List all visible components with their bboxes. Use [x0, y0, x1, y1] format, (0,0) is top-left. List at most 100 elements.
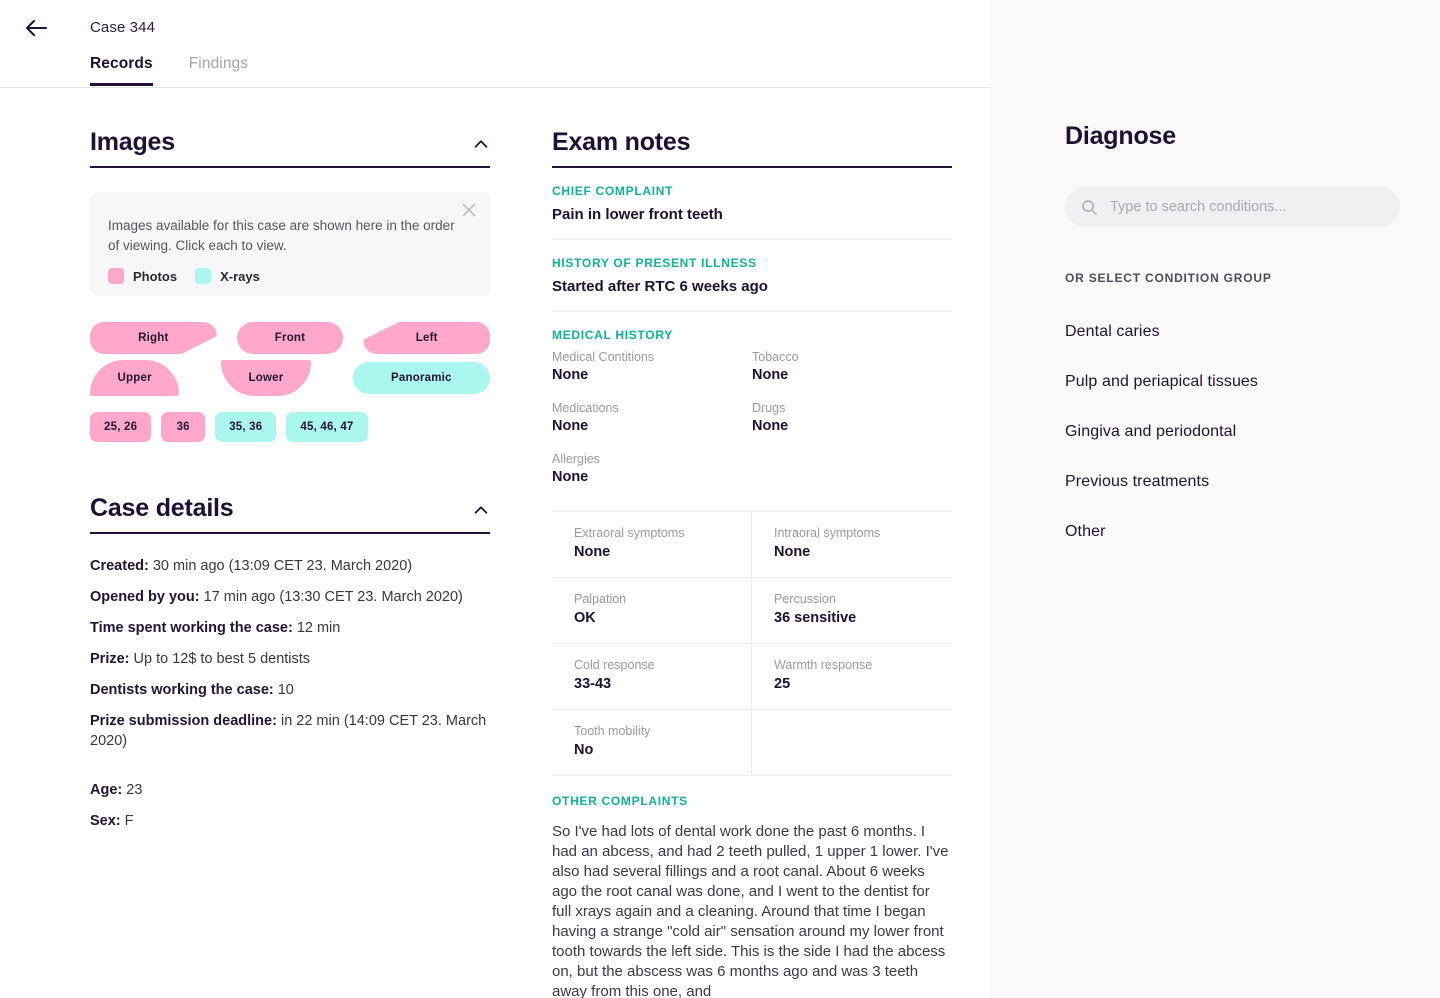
- exam-value: No: [574, 742, 594, 758]
- image-chip-panoramic[interactable]: Panoramic: [352, 362, 491, 394]
- image-chip-teeth-35-36[interactable]: 35, 36: [215, 412, 277, 442]
- exam-value: None: [574, 544, 611, 560]
- exam-value: [774, 728, 952, 745]
- exam-value: OK: [574, 610, 596, 626]
- medical-history-block: Medical history Medical Contitions None …: [552, 312, 952, 511]
- image-chip-row-arches: Upper Lower Panoramic: [90, 360, 491, 396]
- image-chip-teeth-36[interactable]: 36: [161, 412, 206, 442]
- table-row: Extraoral symptoms None Intraoral sympto…: [552, 512, 952, 578]
- photos-swatch-icon: [108, 268, 124, 284]
- main-content: Case 344 Records Findings Images: [0, 14, 990, 998]
- condition-group-dental-caries[interactable]: Dental caries: [1065, 323, 1160, 340]
- exam-notes-column: Exam notes Chief complaint Pain in lower…: [552, 88, 952, 998]
- images-legend: Photos X-rays: [108, 268, 468, 284]
- legend-item-photos: Photos: [108, 268, 177, 284]
- exam-cell: Warmth response 25: [752, 644, 952, 709]
- exam-value: 25: [774, 676, 791, 692]
- images-section-header[interactable]: Images: [90, 128, 490, 168]
- tab-records[interactable]: Records: [90, 55, 153, 86]
- medical-history-item: Allergies None: [552, 452, 752, 495]
- medical-history-grid: Medical Contitions None Tobacco None Med…: [552, 350, 952, 495]
- case-details-section: Case details Created: 30 min ago (13:09 …: [90, 494, 490, 831]
- other-complaints-label: Other complaints: [552, 794, 688, 808]
- search-icon: [1082, 199, 1097, 215]
- exam-key: Percussion: [774, 592, 836, 606]
- detail-key: Sex:: [90, 813, 121, 829]
- condition-group-other[interactable]: Other: [1065, 523, 1106, 540]
- detail-row: Time spent working the case: 12 min: [90, 618, 490, 638]
- history-present-illness-value: Started after RTC 6 weeks ago: [552, 278, 768, 295]
- exam-cell: Extraoral symptoms None: [552, 512, 752, 577]
- detail-key: Dentists working the case:: [90, 682, 274, 698]
- legend-label-photos: Photos: [133, 268, 178, 284]
- detail-row: Opened by you: 17 min ago (13:30 CET 23.…: [90, 587, 490, 607]
- condition-group-previous-treatments[interactable]: Previous treatments: [1065, 473, 1210, 490]
- detail-key: Prize submission deadline:: [90, 713, 277, 729]
- condition-group-label: Or select condition group: [1065, 271, 1272, 285]
- detail-row: Dentists working the case: 10: [90, 680, 490, 700]
- condition-search-box[interactable]: [1065, 187, 1400, 227]
- exam-notes-section: Exam notes Chief complaint Pain in lower…: [552, 128, 952, 998]
- mh-key: Medications: [552, 401, 619, 415]
- tab-bar: Records Findings: [90, 55, 248, 86]
- exam-cell: Percussion 36 sensitive: [752, 578, 952, 643]
- case-details-header[interactable]: Case details: [90, 494, 490, 534]
- chevron-up-icon[interactable]: [472, 501, 490, 519]
- detail-key: Opened by you:: [90, 589, 200, 605]
- detail-row-sex: Sex: F: [90, 811, 490, 831]
- exam-cell: Tooth mobility No: [552, 710, 752, 775]
- image-chip-teeth-25-26[interactable]: 25, 26: [90, 412, 152, 442]
- image-chip-row-views: Right Front Left: [90, 322, 490, 354]
- close-icon[interactable]: [460, 201, 478, 219]
- mh-value: None: [552, 418, 589, 434]
- medical-history-item: Tobacco None: [752, 350, 952, 393]
- legend-label-xrays: X-rays: [220, 268, 260, 284]
- image-chip-teeth-45-46-47[interactable]: 45, 46, 47: [286, 412, 368, 442]
- chief-complaint-value: Pain in lower front teeth: [552, 206, 723, 223]
- detail-row: Prize: Up to 12$ to best 5 dentists: [90, 649, 490, 669]
- detail-key: Time spent working the case:: [90, 620, 293, 636]
- legend-item-xrays: X-rays: [195, 268, 260, 284]
- detail-key: Prize:: [90, 651, 130, 667]
- detail-row-age: Age: 23: [90, 780, 490, 800]
- mh-key: Tobacco: [752, 350, 799, 364]
- other-complaints-text: So I've had lots of dental work done the…: [552, 823, 949, 998]
- condition-group-list: Dental caries Pulp and periapical tissue…: [1065, 307, 1400, 557]
- detail-value: 12 min: [292, 620, 341, 636]
- exam-key: Palpation: [574, 592, 627, 606]
- diagnose-title: Diagnose: [1065, 122, 1176, 150]
- images-section: Images Images available for this case ar…: [90, 128, 491, 442]
- image-chip-right[interactable]: Right: [90, 322, 217, 354]
- mh-value: None: [752, 418, 789, 434]
- condition-group-gingiva-periodontal[interactable]: Gingiva and periodontal: [1065, 423, 1237, 440]
- medical-history-item: Medical Contitions None: [552, 350, 752, 393]
- search-input[interactable]: [1110, 199, 1384, 215]
- tab-findings[interactable]: Findings: [188, 55, 249, 72]
- detail-value: 30 min ago (13:09 CET 23. March 2020): [148, 558, 413, 574]
- chevron-up-icon[interactable]: [472, 135, 490, 153]
- case-details-title: Case details: [90, 494, 234, 522]
- image-chip-lower[interactable]: Lower: [221, 360, 311, 396]
- exam-cell: Intraoral symptoms None: [752, 512, 952, 577]
- exam-key: Tooth mobility: [574, 724, 651, 738]
- detail-value: 10: [273, 682, 294, 698]
- exam-cell-empty: [752, 710, 952, 775]
- xrays-swatch-icon: [195, 268, 212, 284]
- table-row: Cold response 33-43 Warmth response 25: [552, 644, 952, 710]
- medical-history-item: Medications None: [552, 401, 752, 444]
- image-chip-upper[interactable]: Upper: [90, 360, 180, 396]
- image-chip-left[interactable]: Left: [363, 322, 490, 354]
- mh-key: Drugs: [752, 401, 786, 415]
- detail-value: 17 min ago (13:30 CET 23. March 2020): [199, 589, 463, 605]
- mh-value: None: [752, 367, 789, 383]
- other-complaints-block: Other complaints So I've had lots of den…: [552, 776, 952, 998]
- condition-group-pulp-periapical[interactable]: Pulp and periapical tissues: [1065, 373, 1259, 390]
- chief-complaint-label: Chief complaint: [552, 184, 674, 198]
- case-details-list: Created: 30 min ago (13:09 CET 23. March…: [90, 556, 490, 831]
- arrow-left-icon: [26, 20, 47, 36]
- back-button[interactable]: [22, 14, 50, 42]
- image-chip-front[interactable]: Front: [236, 322, 344, 354]
- exam-findings-table: Extraoral symptoms None Intraoral sympto…: [552, 511, 952, 776]
- exam-cell: Palpation OK: [552, 578, 752, 643]
- images-title: Images: [90, 128, 175, 156]
